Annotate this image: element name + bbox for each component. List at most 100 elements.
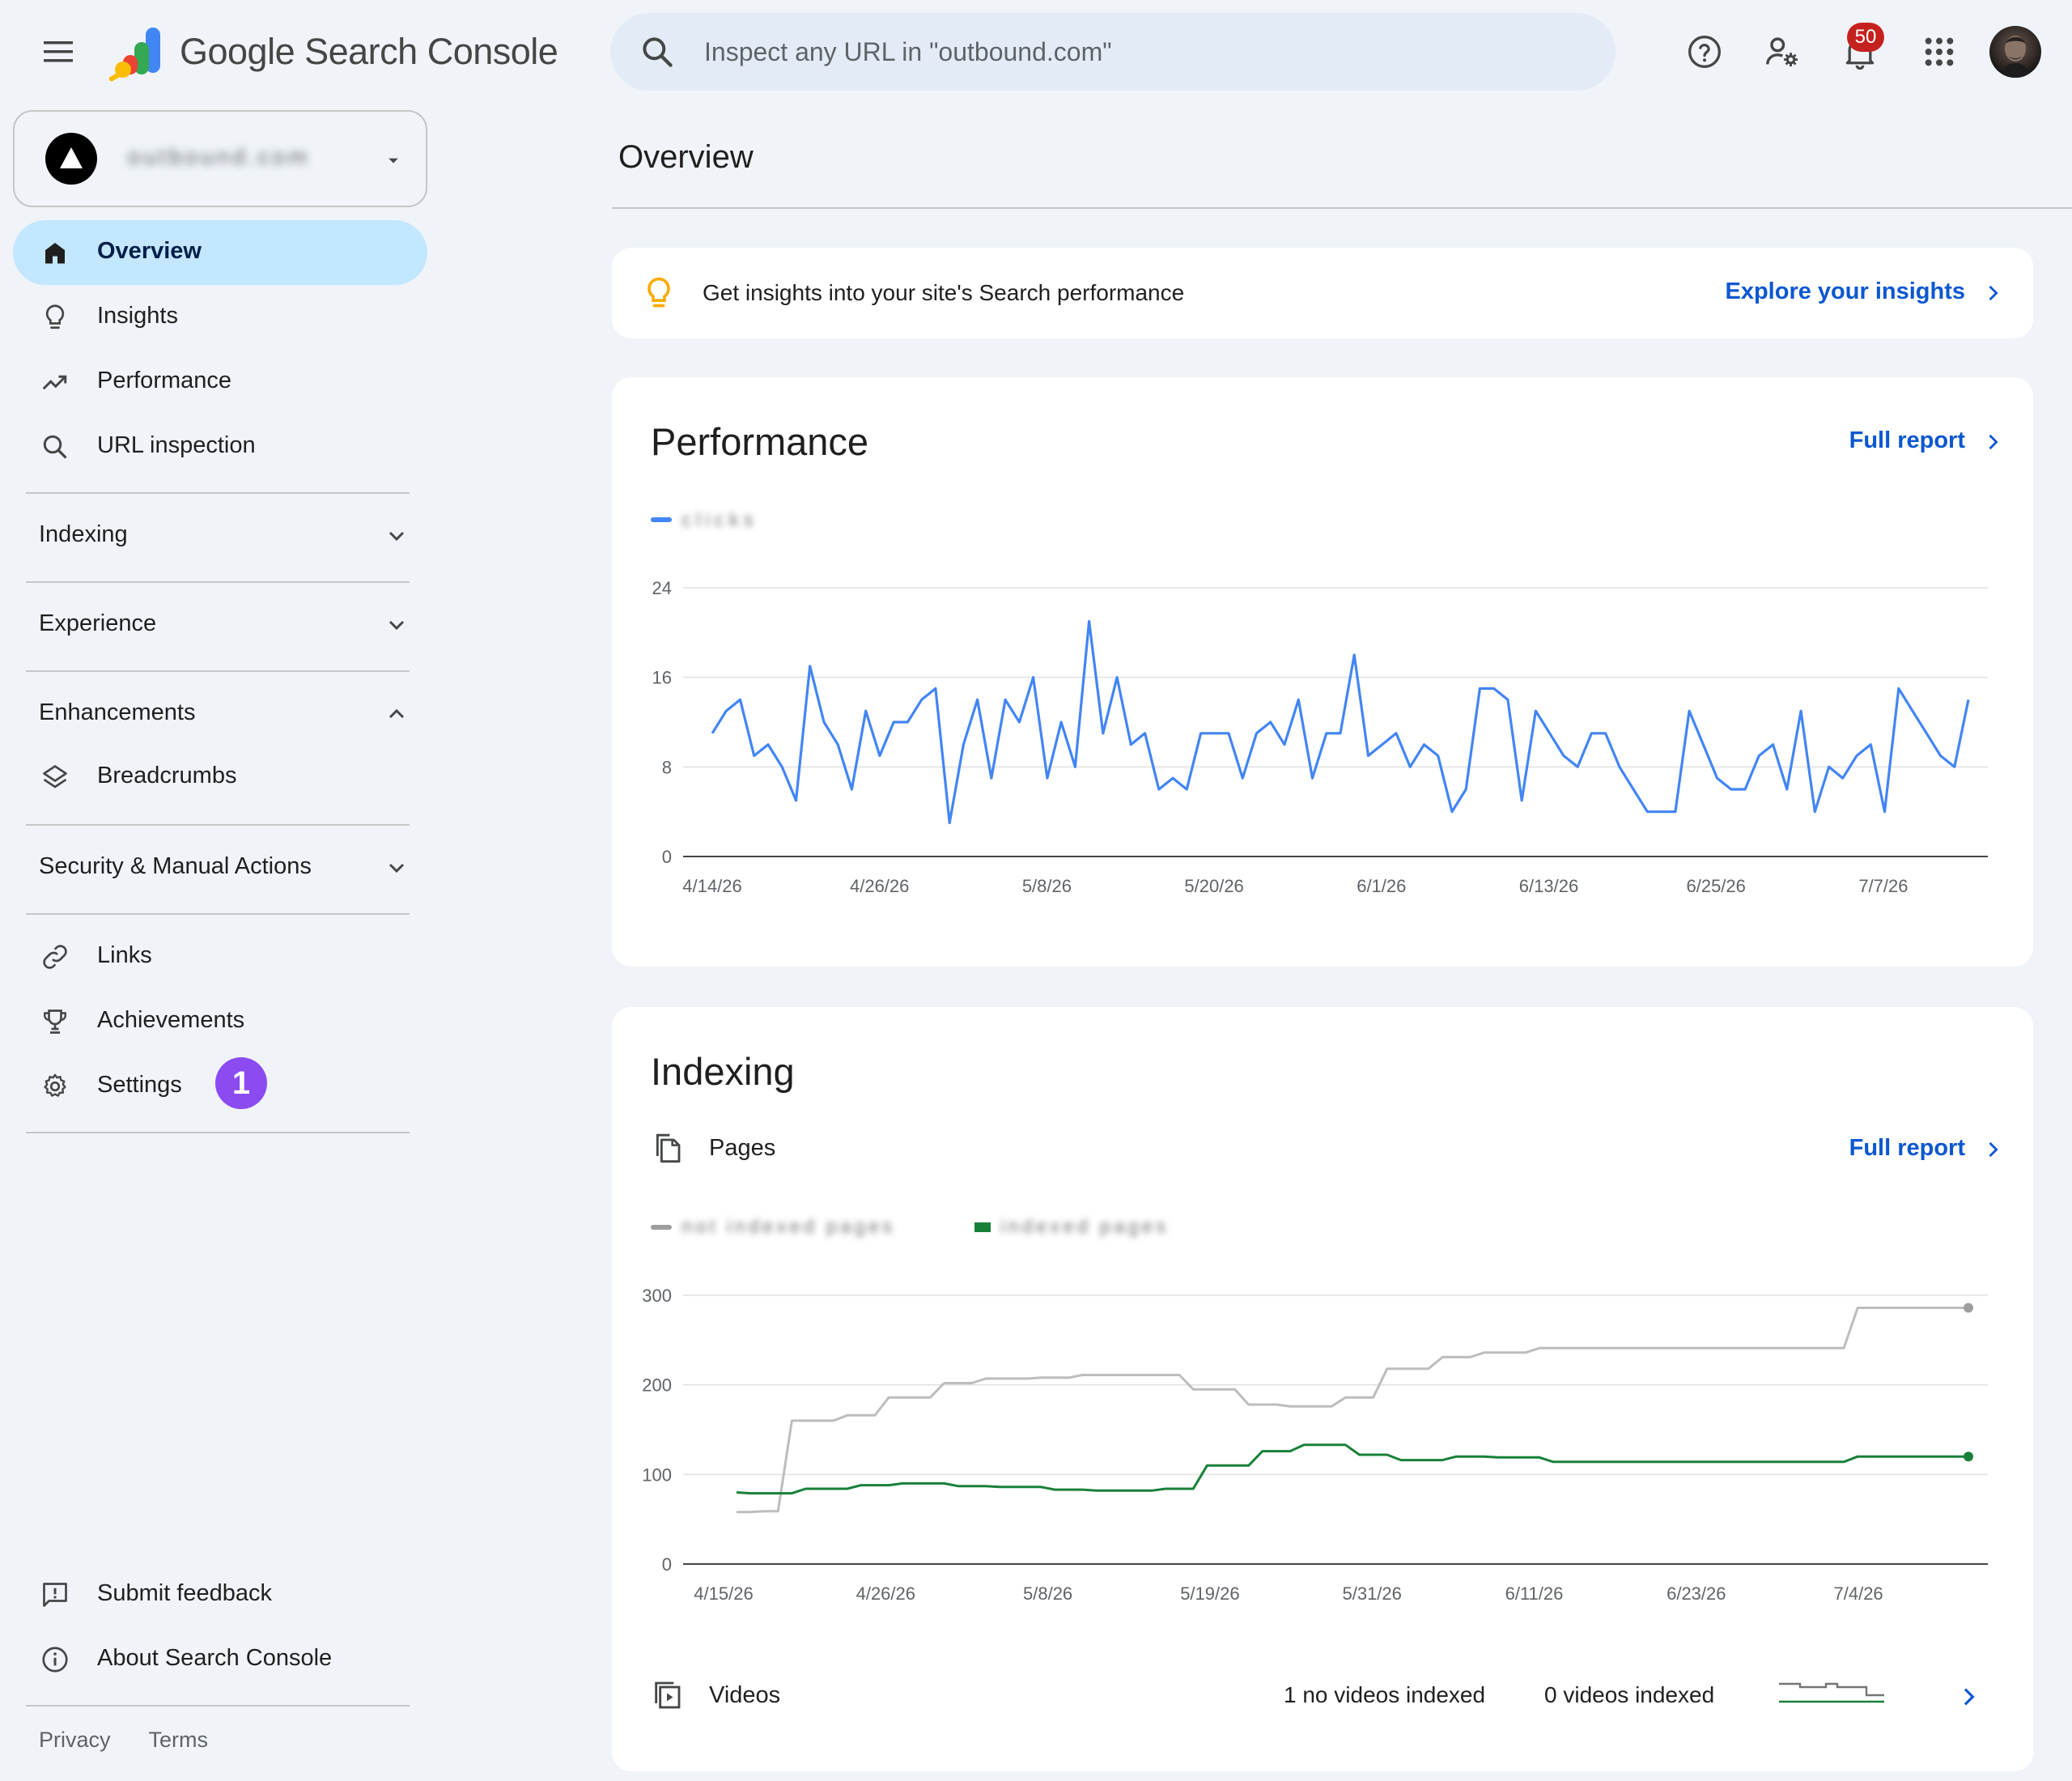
indexing-title: Indexing [651,1050,795,1093]
url-inspection-search[interactable] [610,13,1616,91]
videos-indexed-stat: 0 videos indexed [1544,1682,1715,1707]
sidebar-item-label: Insights [97,303,178,329]
performance-title: Performance [651,420,869,463]
x-tick-label: 6/13/26 [1519,876,1578,895]
sidebar-section-enhancements[interactable]: Enhancements [26,690,410,738]
sidebar-divider [26,670,410,672]
videos-sparkline [1779,1682,1884,1703]
x-tick-label: 5/19/26 [1180,1583,1239,1604]
sidebar-section-security[interactable]: Security & Manual Actions [26,844,410,892]
sidebar-item-insights[interactable]: Insights [13,285,427,350]
terms-link[interactable]: Terms [148,1728,209,1752]
insights-message: Get insights into your site's Search per… [703,280,1185,305]
x-tick-label: 5/8/26 [1022,876,1072,895]
search-input[interactable] [704,28,1578,76]
user-settings-icon [1766,37,1798,67]
hamburger-menu-icon [44,41,73,62]
performance-full-report-link[interactable]: Full report [1849,427,1965,453]
indexing-chart: 0 100 200 300 4/15/26 4/26/26 5/8/26 5/19/26 5/3… [642,1286,1988,1604]
chevron-right-icon[interactable] [1981,282,2004,304]
indexing-card: Indexing Pages Full report not indexed p… [612,1007,2033,1771]
lightbulb-icon [45,304,65,329]
step-number-badge: 1 [215,1057,267,1109]
link-icon [43,945,67,969]
sidebar-item-label: Overview [97,238,202,264]
series-line-1 [736,1443,1968,1495]
section-label: Experience [39,610,157,636]
sidebar-divider [26,1705,410,1707]
footer-links: Privacy Terms [39,1728,240,1753]
trending-up-icon [42,375,67,390]
x-tick-label: 6/11/26 [1505,1583,1564,1604]
x-tick-label: 4/15/26 [694,1583,753,1604]
notification-count-badge: 50 [1847,23,1884,52]
sidebar-item-label: Achievements [97,1007,245,1033]
sidebar-item-links[interactable]: Links [13,925,427,989]
gear-icon [44,1073,66,1097]
home-icon [45,243,65,264]
y-tick-label: 0 [662,847,672,867]
sidebar-item-label: Settings [97,1072,182,1098]
series-line-0 [711,619,1970,825]
x-tick-label: 4/26/26 [856,1583,915,1604]
indexing-full-report-link[interactable]: Full report [1849,1135,1965,1161]
property-selector[interactable]: outbound.com [13,110,427,207]
sidebar-section-experience[interactable]: Experience [26,601,410,649]
privacy-link[interactable]: Privacy [39,1728,111,1752]
x-tick-label: 7/4/26 [1834,1583,1883,1604]
explore-insights-link[interactable]: Explore your insights [1725,278,1966,304]
x-tick-label: 4/14/26 [682,876,741,895]
triangle-logo-icon [60,147,83,168]
trophy-icon [44,1010,66,1034]
sidebar-item-url-inspection[interactable]: URL inspection [13,414,427,479]
sidebar-item-breadcrumbs[interactable]: Breadcrumbs [13,745,427,810]
search-console-logo[interactable] [107,24,172,83]
x-tick-label: 5/20/26 [1184,876,1243,895]
chevron-down-icon [388,620,405,631]
performance-card: Performance Full report clicks 0 8 16 24 4/1… [612,377,2033,967]
y-tick-label: 200 [642,1375,672,1396]
y-tick-label: 0 [662,1554,672,1575]
series-line-0 [737,1307,1968,1514]
x-tick-label: 6/25/26 [1686,876,1745,895]
avatar-photo-icon [2001,36,2030,78]
sidebar-divider [26,913,410,915]
sidebar-item-label: Links [97,942,152,968]
sidebar-item-performance[interactable]: Performance [13,350,427,414]
sidebar-item-label: Breadcrumbs [97,763,237,788]
apps-button[interactable] [1915,28,1964,76]
legend-label-indexed[interactable]: indexed pages [1000,1216,1170,1237]
videos-label: Videos [709,1682,781,1708]
lightbulb-icon [648,277,670,308]
chevron-up-icon [388,708,405,719]
videos-chevron-right-icon[interactable] [1955,1684,1981,1710]
title-divider [612,207,2072,209]
sidebar-item-achievements[interactable]: Achievements [13,989,427,1054]
legend-label-clicks[interactable]: clicks [681,509,758,530]
chevron-right-icon[interactable] [1981,1138,2004,1161]
product-name: Google Search Console [180,31,558,72]
help-button[interactable] [1680,28,1729,76]
layers-icon [43,765,67,788]
section-label: Security & Manual Actions [39,853,312,879]
account-avatar[interactable] [1989,26,2041,78]
dropdown-caret-icon [388,158,398,164]
sidebar-item-overview[interactable]: Overview [13,220,427,285]
sidebar-section-indexing[interactable]: Indexing [26,512,410,560]
x-tick-label: 5/8/26 [1023,1583,1072,1604]
manage-users-button[interactable] [1758,28,1807,76]
sidebar-item-submit-feedback[interactable]: Submit feedback [13,1562,427,1627]
main-menu-button[interactable] [36,29,81,74]
x-tick-label: 4/26/26 [850,876,909,895]
video-library-icon [655,1681,681,1709]
chevron-right-icon[interactable] [1981,431,2004,453]
info-icon [42,1647,68,1673]
sidebar-item-settings[interactable]: Settings [13,1054,427,1119]
search-icon [43,435,67,459]
legend-label-not-indexed[interactable]: not indexed pages [681,1216,896,1237]
y-tick-label: 16 [652,668,672,688]
sidebar-divider [26,492,410,494]
sidebar-item-about[interactable]: About Search Console [13,1627,427,1692]
property-logo [45,133,97,185]
y-tick-label: 100 [642,1464,672,1485]
